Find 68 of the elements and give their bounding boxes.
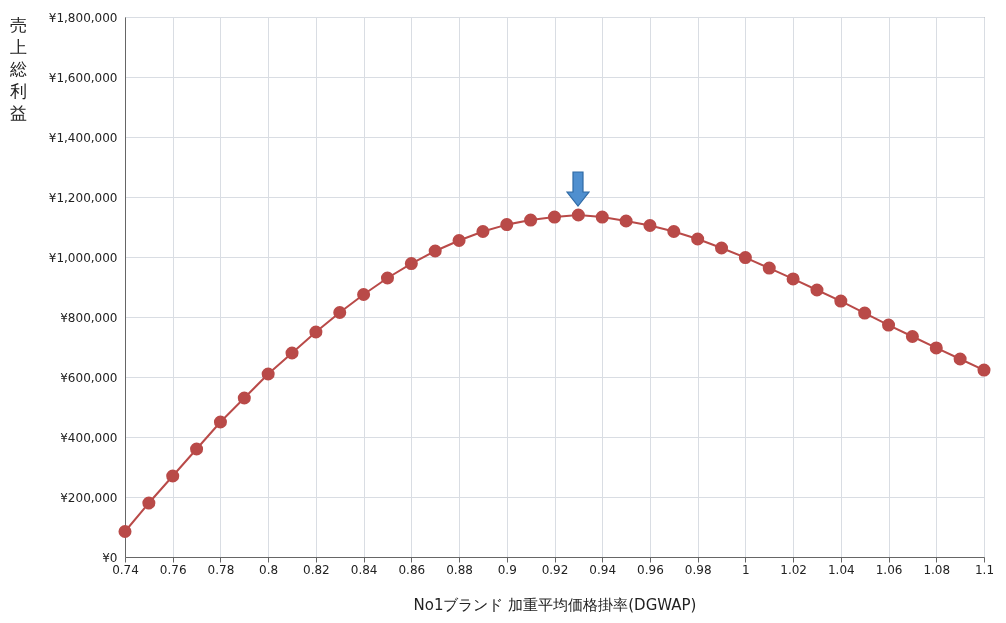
x-tick-label: 1.08 (923, 562, 951, 577)
point (929, 341, 943, 355)
point (404, 257, 418, 271)
point (858, 306, 872, 320)
y-tick-label: ¥1,600,000 (48, 70, 118, 85)
y-tick-label: ¥800,000 (60, 310, 118, 325)
point (547, 210, 562, 224)
point (977, 363, 991, 377)
x-tick-label: 1 (742, 562, 750, 577)
x-tick-label: 0.94 (589, 562, 617, 577)
point (571, 208, 585, 222)
point (667, 224, 681, 239)
point (142, 496, 156, 510)
x-tick-label: 0.86 (398, 562, 426, 577)
point (213, 415, 227, 429)
x-tick-label: 0.76 (159, 562, 187, 577)
y-tick-label: ¥400,000 (60, 430, 118, 445)
x-tick-label: 1.02 (780, 562, 807, 577)
point (452, 233, 466, 248)
point (261, 367, 275, 381)
point (882, 318, 896, 332)
y-tick-label: ¥0 (102, 550, 118, 565)
point (190, 442, 204, 456)
point (166, 469, 180, 483)
y-tick-label: ¥200,000 (60, 490, 118, 505)
y-tick-label: ¥1,400,000 (48, 130, 118, 145)
x-tick-label: 0.98 (684, 562, 712, 577)
x-tick-label: 0.78 (207, 562, 235, 577)
point (643, 218, 657, 233)
y-tick-label: ¥600,000 (60, 370, 118, 385)
point (428, 244, 442, 258)
x-tick-label: 0.74 (112, 562, 139, 577)
x-axis-title: No1ブランド 加重平均価格掛率(DGWAP) (413, 595, 697, 614)
point (524, 213, 538, 227)
x-tick-label: 0.84 (350, 562, 378, 577)
point (500, 218, 514, 232)
point (118, 524, 132, 539)
point (691, 232, 705, 246)
x-tick-label: 1.06 (875, 562, 903, 577)
x-tick-label: 0.82 (303, 562, 330, 577)
point (237, 391, 251, 405)
y-tick-label: ¥1,200,000 (48, 190, 118, 205)
point (953, 352, 967, 366)
x-tick-label: 0.96 (637, 562, 664, 577)
point (285, 346, 299, 360)
x-tick-label: 0.8 (259, 562, 279, 577)
point (905, 329, 919, 344)
point (357, 287, 371, 302)
point (476, 224, 490, 239)
point (715, 241, 729, 255)
y-tick-label: ¥1,000,000 (48, 250, 118, 265)
x-tick-label: 0.88 (446, 562, 473, 577)
point (834, 294, 848, 308)
y-axis-title: 売上総利益 (9, 14, 27, 123)
x-tick-label: 1.04 (827, 562, 855, 577)
point (762, 261, 776, 275)
point (619, 214, 633, 228)
x-tick-label: 0.9 (497, 562, 517, 577)
point (738, 251, 752, 265)
point (595, 210, 609, 224)
point (786, 272, 800, 286)
x-tick-label: 0.92 (541, 562, 569, 577)
y-tick-label: ¥1,800,000 (48, 10, 118, 25)
point (380, 271, 394, 285)
x-tick-label: 1.1 (974, 562, 995, 577)
point (810, 283, 824, 297)
point (333, 305, 347, 320)
point (309, 325, 323, 339)
